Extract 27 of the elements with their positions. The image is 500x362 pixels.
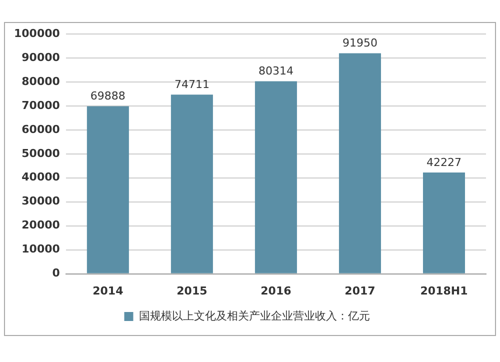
bar (254, 81, 297, 274)
y-tick-label: 90000 (22, 50, 60, 64)
y-tick-label: 0 (52, 266, 60, 280)
data-label: 74711 (174, 78, 210, 91)
y-tick-label: 70000 (22, 98, 60, 112)
bar (338, 53, 381, 274)
data-label: 69888 (90, 90, 126, 103)
y-tick-label: 60000 (22, 122, 60, 136)
y-tick-label: 40000 (22, 170, 60, 184)
x-tick-label: 2014 (92, 284, 124, 298)
legend-label: 国规模以上文化及相关产业企业营业收入：亿元 (138, 309, 370, 322)
bar (86, 106, 129, 274)
bar (422, 172, 465, 274)
x-tick-label: 2018H1 (420, 284, 468, 298)
y-tick-label: 20000 (22, 218, 60, 232)
y-tick-label: 80000 (22, 74, 60, 88)
y-tick-label: 100000 (14, 26, 60, 40)
x-tick-label: 2017 (344, 284, 376, 298)
bar (170, 94, 213, 274)
data-label: 80314 (258, 64, 294, 78)
y-tick-label: 10000 (22, 242, 60, 256)
y-tick-label: 30000 (22, 194, 60, 208)
data-label: 91950 (342, 36, 378, 50)
y-tick-label: 50000 (22, 146, 60, 160)
x-tick-label: 2016 (260, 284, 292, 298)
data-label: 42227 (426, 156, 462, 169)
x-tick-label: 2015 (176, 284, 208, 298)
